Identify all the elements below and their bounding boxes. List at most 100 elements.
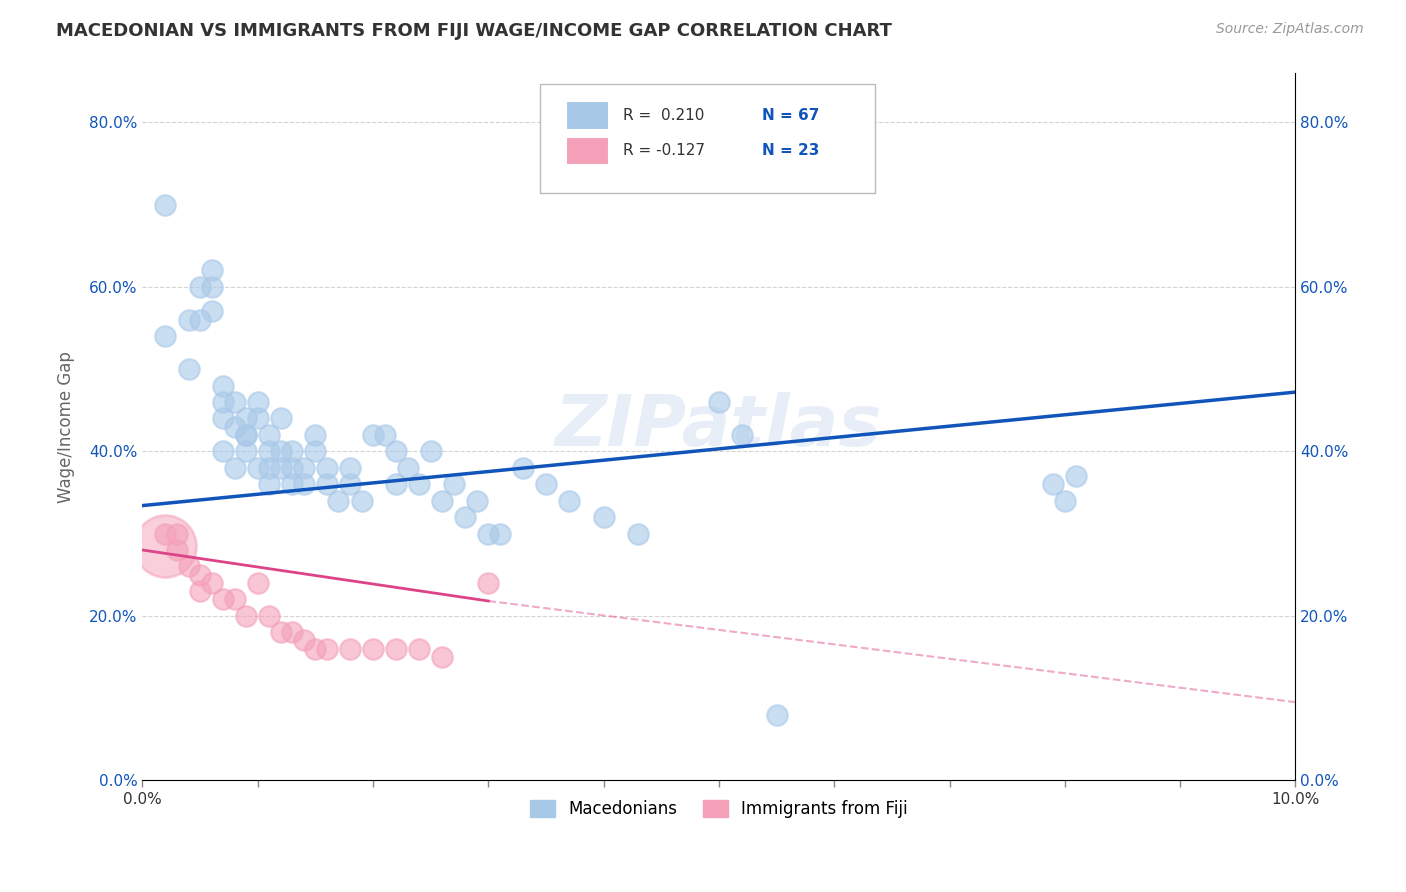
Point <box>465 493 488 508</box>
Point <box>1042 477 1064 491</box>
Point <box>270 625 292 640</box>
Point <box>246 575 269 590</box>
Point <box>155 526 177 541</box>
Point <box>235 411 257 425</box>
FancyBboxPatch shape <box>565 102 609 129</box>
Point <box>558 493 581 508</box>
Point <box>534 477 557 491</box>
Point <box>224 460 246 475</box>
Point <box>408 641 430 656</box>
Point <box>155 539 177 553</box>
Text: R =  0.210: R = 0.210 <box>623 108 704 123</box>
Point <box>155 329 177 343</box>
Point <box>224 419 246 434</box>
Point <box>292 477 315 491</box>
Point <box>385 641 408 656</box>
Point <box>477 575 499 590</box>
Point <box>1066 469 1088 483</box>
Point <box>270 460 292 475</box>
Point <box>385 444 408 458</box>
Point <box>281 460 304 475</box>
Point <box>201 263 224 277</box>
Point <box>177 312 200 326</box>
Point <box>259 608 281 623</box>
Point <box>281 444 304 458</box>
Point <box>259 460 281 475</box>
Text: MACEDONIAN VS IMMIGRANTS FROM FIJI WAGE/INCOME GAP CORRELATION CHART: MACEDONIAN VS IMMIGRANTS FROM FIJI WAGE/… <box>56 22 893 40</box>
Point <box>316 460 339 475</box>
Point <box>432 649 454 664</box>
Point <box>731 428 754 442</box>
Point <box>707 395 730 409</box>
Text: N = 23: N = 23 <box>762 144 818 158</box>
Point <box>765 707 787 722</box>
Point <box>177 559 200 574</box>
Point <box>201 575 224 590</box>
Point <box>235 428 257 442</box>
Point <box>396 460 419 475</box>
Point <box>212 378 235 392</box>
Point <box>246 460 269 475</box>
Point <box>155 197 177 211</box>
Point <box>339 641 361 656</box>
Point <box>246 395 269 409</box>
Point <box>292 460 315 475</box>
Point <box>212 592 235 607</box>
Point <box>224 395 246 409</box>
Point <box>281 625 304 640</box>
Point <box>316 477 339 491</box>
Y-axis label: Wage/Income Gap: Wage/Income Gap <box>58 351 75 502</box>
Point <box>201 280 224 294</box>
Point <box>259 477 281 491</box>
Text: ZIPatlas: ZIPatlas <box>555 392 883 461</box>
Point <box>281 477 304 491</box>
Point <box>1053 493 1076 508</box>
Point <box>212 395 235 409</box>
Legend: Macedonians, Immigrants from Fiji: Macedonians, Immigrants from Fiji <box>523 794 914 825</box>
Point <box>339 460 361 475</box>
Point <box>259 444 281 458</box>
Point <box>166 526 188 541</box>
Point <box>224 592 246 607</box>
Point <box>259 428 281 442</box>
Text: N = 67: N = 67 <box>762 108 818 123</box>
Point <box>339 477 361 491</box>
Point <box>443 477 465 491</box>
Point <box>270 411 292 425</box>
Point <box>188 280 211 294</box>
Point <box>627 526 650 541</box>
Point <box>270 444 292 458</box>
Text: R = -0.127: R = -0.127 <box>623 144 706 158</box>
Point <box>246 411 269 425</box>
Point <box>432 493 454 508</box>
Point <box>235 428 257 442</box>
Point <box>374 428 396 442</box>
Point <box>188 312 211 326</box>
Point <box>304 428 326 442</box>
Point <box>304 444 326 458</box>
Point <box>361 428 384 442</box>
Point <box>212 444 235 458</box>
Point <box>350 493 373 508</box>
Point <box>361 641 384 656</box>
Point <box>177 362 200 376</box>
Point <box>408 477 430 491</box>
Point <box>201 304 224 318</box>
Point <box>235 444 257 458</box>
Point <box>419 444 441 458</box>
Point <box>454 510 477 524</box>
Point <box>512 460 534 475</box>
Text: Source: ZipAtlas.com: Source: ZipAtlas.com <box>1216 22 1364 37</box>
Point <box>316 641 339 656</box>
Point <box>477 526 499 541</box>
Point <box>292 633 315 648</box>
FancyBboxPatch shape <box>565 136 609 165</box>
Point <box>328 493 350 508</box>
Point <box>592 510 614 524</box>
Point <box>188 584 211 599</box>
Point <box>235 608 257 623</box>
FancyBboxPatch shape <box>540 84 875 194</box>
Point <box>304 641 326 656</box>
Point <box>489 526 512 541</box>
Point <box>166 543 188 558</box>
